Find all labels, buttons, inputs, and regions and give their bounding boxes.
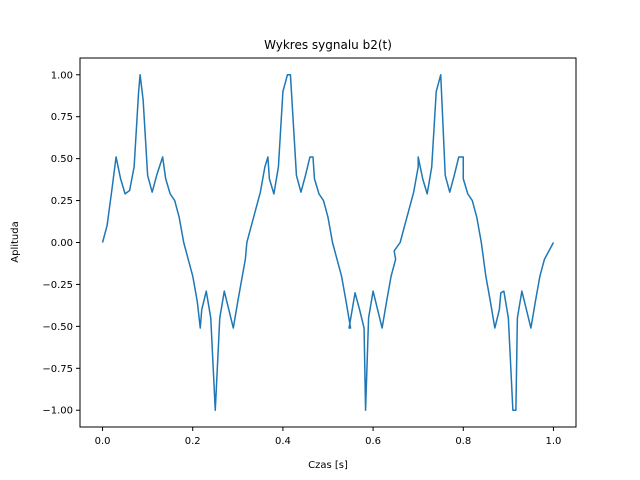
x-tick-label: 0.8 [455,436,471,447]
x-tick-label: 0.6 [365,436,381,447]
y-tick-label: 0.25 [51,196,73,207]
plot-area [101,74,555,411]
y-tick-label: −0.25 [42,280,73,291]
y-tick-label: 1.00 [51,70,73,81]
axes-frame [79,57,577,428]
y-tick-label: −0.50 [42,322,73,333]
y-tick-label: 0.50 [51,154,73,165]
chart-title: Wykres sygnalu b2(t) [264,38,392,52]
y-axis-ticks: −1.00 −0.75 −0.50 −0.25 0.00 0.25 0.50 0.75 1.00 [42,70,80,417]
x-tick-label: 1.0 [546,436,562,447]
y-tick-label: 0.75 [51,112,73,123]
y-axis-label: Aplituda [10,221,21,262]
y-tick-label: −0.75 [42,364,73,375]
y-tick-label: −1.00 [42,406,73,417]
x-axis-label: Czas [s] [308,460,348,471]
x-axis-ticks: 0.0 0.2 0.4 0.6 0.8 1.0 [95,427,562,447]
x-tick-label: 0.2 [185,436,201,447]
y-tick-label: 0.00 [51,238,73,249]
x-tick-label: 0.0 [95,436,111,447]
x-tick-label: 0.4 [275,436,291,447]
series-line-0 [101,74,555,411]
